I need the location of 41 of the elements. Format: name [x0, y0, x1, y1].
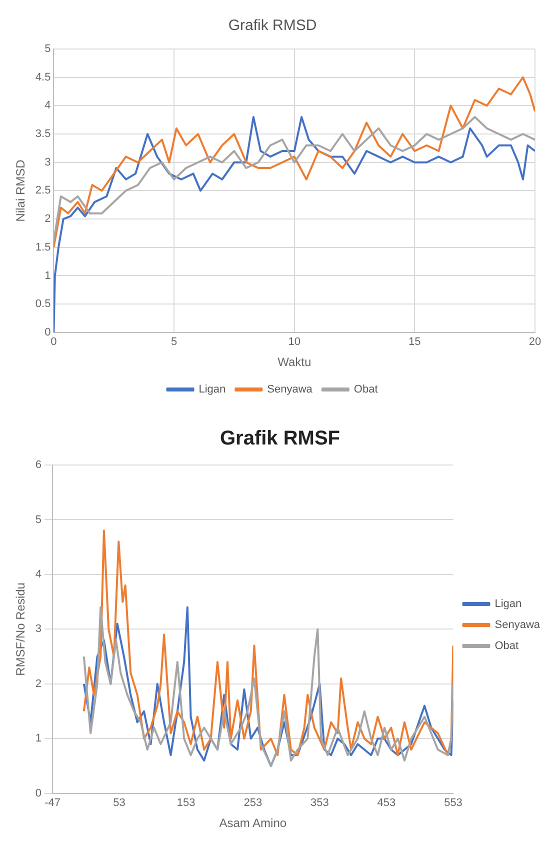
y-tick-label: 3.5	[35, 128, 51, 140]
y-axis-title: RMSF/No Residu	[14, 582, 28, 676]
y-tick-label: 2	[35, 678, 42, 690]
y-axis-title: Nilai RMSD	[14, 159, 28, 222]
x-tick-label: 153	[176, 797, 196, 810]
x-tick-label: 53	[113, 797, 126, 810]
y-tick-label: 5	[35, 514, 42, 526]
x-tick-label: 453	[377, 797, 396, 810]
y-tick-label: 4.5	[35, 71, 51, 84]
y-tick-label: 6	[35, 459, 42, 472]
x-tick-label: 353	[310, 797, 329, 810]
y-tick-label: 2	[44, 213, 51, 226]
legend-label: Ligan	[198, 384, 226, 396]
x-tick-label: 253	[244, 797, 262, 810]
x-tick-label: 20	[528, 336, 542, 348]
legend-label: Senyawa	[494, 619, 541, 632]
y-tick-label: 2.5	[35, 184, 51, 197]
y-tick-label: 3	[44, 156, 51, 168]
legend-label: Ligan	[494, 598, 522, 610]
y-tick-label: 1	[44, 270, 51, 282]
y-tick-label: 0	[35, 787, 42, 800]
x-tick-label: 15	[408, 336, 421, 348]
y-tick-label: 5	[44, 43, 51, 56]
x-tick-label: 553	[444, 797, 462, 810]
x-tick-label: 10	[288, 336, 300, 348]
y-tick-label: 0	[44, 326, 51, 338]
y-tick-label: 3	[35, 623, 42, 636]
x-axis-title: Waktu	[278, 355, 312, 370]
x-tick-label: 5	[170, 336, 178, 348]
legend-label: Obat	[494, 640, 519, 652]
chart-title: Grafik RMSF	[220, 428, 340, 450]
y-tick-label: 4	[44, 100, 51, 112]
legend-label: Obat	[354, 384, 378, 396]
x-tick-label: -47	[44, 797, 60, 810]
y-tick-label: 1.5	[35, 241, 51, 254]
legend-label: Senyawa	[267, 384, 314, 396]
y-tick-label: 0.5	[35, 298, 51, 310]
y-tick-label: 4	[35, 568, 42, 580]
chart-title: Grafik RMSD	[228, 17, 317, 34]
x-axis-title: Asam Amino	[219, 816, 287, 830]
y-tick-label: 1	[35, 732, 42, 745]
